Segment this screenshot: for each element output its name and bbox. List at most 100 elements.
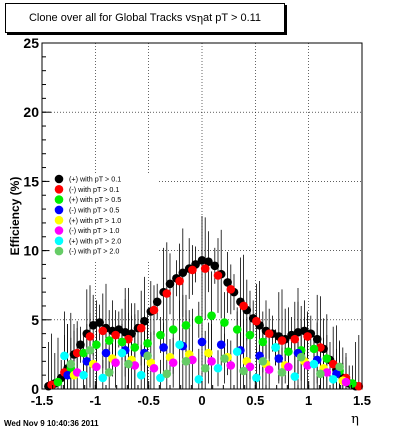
data-point xyxy=(252,316,261,326)
data-point xyxy=(92,340,101,350)
data-point xyxy=(210,261,220,271)
legend-entry: (+) with pT > 0.5 xyxy=(69,195,121,204)
data-point xyxy=(290,334,300,344)
x-tick-label: 1.5 xyxy=(353,393,371,408)
data-point xyxy=(156,330,165,340)
data-point xyxy=(168,358,178,368)
x-tick-label: -1 xyxy=(90,393,102,408)
axes: -1.5 -1 -0.5 0 0.5 1 1.5 0 5 10 15 20 25 xyxy=(23,35,371,408)
data-point xyxy=(181,321,191,330)
data-point xyxy=(149,363,159,373)
data-point xyxy=(293,327,303,337)
data-point xyxy=(322,368,332,377)
data-point xyxy=(245,362,255,372)
data-point xyxy=(149,305,159,315)
data-point xyxy=(162,369,172,379)
data-point xyxy=(98,373,108,383)
data-point xyxy=(85,345,95,355)
data-point xyxy=(194,315,204,325)
chart-title-suffix: at pT > 0.11 xyxy=(203,12,262,24)
data-point xyxy=(117,337,127,347)
data-point xyxy=(79,370,88,380)
x-tick-label: 0.5 xyxy=(246,393,264,408)
data-point xyxy=(197,337,207,347)
legend-marker xyxy=(54,205,64,215)
data-point xyxy=(63,370,72,380)
data-point xyxy=(245,330,255,340)
data-point xyxy=(111,358,120,368)
data-point xyxy=(271,343,280,352)
data-point xyxy=(252,373,261,383)
y-tick-label: 0 xyxy=(31,381,39,397)
y-tick-label: 20 xyxy=(23,104,39,120)
data-point xyxy=(284,347,293,356)
legend-marker xyxy=(54,215,64,225)
data-point xyxy=(200,264,210,273)
data-point xyxy=(213,271,223,280)
data-points xyxy=(44,255,364,391)
data-point xyxy=(200,363,210,373)
data-point xyxy=(204,348,213,358)
data-point xyxy=(175,340,184,350)
y-tick-label: 5 xyxy=(31,312,39,328)
data-point xyxy=(168,325,178,334)
data-point xyxy=(316,343,325,352)
data-point xyxy=(312,334,322,344)
data-point xyxy=(117,348,127,358)
x-tick-label: -0.5 xyxy=(137,393,159,408)
data-point xyxy=(159,343,168,352)
data-point xyxy=(226,285,236,294)
legend-entry: (-) with pT > 1.0 xyxy=(69,226,119,235)
x-tick-label: 0 xyxy=(198,393,205,408)
data-point xyxy=(226,361,236,370)
data-point xyxy=(104,368,114,377)
data-point xyxy=(162,289,172,298)
data-point xyxy=(188,355,197,365)
legend-entry: (+) with pT > 2.0 xyxy=(69,236,121,245)
data-point xyxy=(277,368,287,377)
y-axis-label: Efficiency (%) xyxy=(8,177,22,256)
data-point xyxy=(188,265,197,275)
data-point xyxy=(239,301,248,311)
data-point xyxy=(85,332,95,341)
data-point xyxy=(232,325,242,334)
legend: (+) with pT > 0.1(-) with pT > 0.1(+) wi… xyxy=(49,173,159,261)
legend-marker xyxy=(54,226,64,235)
data-point xyxy=(277,336,287,345)
chart-title-eta: η xyxy=(196,11,204,25)
data-point xyxy=(213,363,223,373)
data-point xyxy=(232,347,242,356)
data-point xyxy=(296,352,306,362)
data-point xyxy=(290,372,300,381)
data-point xyxy=(136,323,146,333)
data-point xyxy=(98,326,108,336)
data-point xyxy=(316,369,325,379)
legend-marker xyxy=(54,236,64,246)
data-point xyxy=(264,329,274,338)
data-point xyxy=(258,357,268,366)
data-point xyxy=(303,332,312,341)
y-tick-label: 15 xyxy=(23,173,39,189)
data-point xyxy=(130,361,140,370)
data-point xyxy=(223,278,232,287)
data-point xyxy=(194,375,204,384)
data-point xyxy=(104,336,114,345)
data-point xyxy=(53,377,63,387)
data-point xyxy=(341,377,351,387)
data-point xyxy=(143,339,152,348)
y-tick-label: 10 xyxy=(23,243,39,259)
data-point xyxy=(207,311,216,320)
data-point xyxy=(140,316,149,326)
data-point xyxy=(143,351,152,361)
data-point xyxy=(111,330,120,340)
data-point xyxy=(220,354,229,363)
x-axis-label: η xyxy=(351,412,359,427)
data-point xyxy=(76,340,85,350)
legend-entry: (-) with pT > 0.1 xyxy=(69,185,119,194)
data-point xyxy=(165,279,175,289)
data-point xyxy=(216,340,226,350)
data-point xyxy=(220,318,229,327)
data-point xyxy=(284,362,293,372)
data-point xyxy=(92,362,101,372)
